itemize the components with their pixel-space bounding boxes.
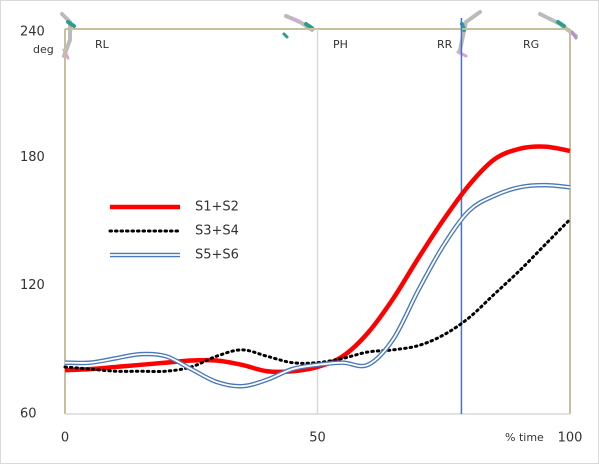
phase-label: RR <box>437 38 453 51</box>
x-axis-label: % time <box>505 431 544 444</box>
x-tick-label: 0 <box>61 431 69 446</box>
y-tick-label: 180 <box>20 150 45 165</box>
chart: deg % time 60 120 180 240 0 50 100 RL PH RR RG S1+S… <box>0 0 599 464</box>
legend-label: S5+S6 <box>195 248 239 263</box>
legend-label: S1+S2 <box>195 200 239 215</box>
phase-label: RG <box>523 38 539 51</box>
y-tick-label: 120 <box>20 278 45 293</box>
y-axis-label: deg <box>33 43 54 56</box>
x-tick-label: 50 <box>309 431 326 446</box>
y-tick-label: 60 <box>20 407 37 422</box>
phase-label: PH <box>333 38 348 51</box>
legend-label: S3+S4 <box>195 224 239 239</box>
frame <box>1 1 599 464</box>
x-tick-label: 100 <box>558 431 583 446</box>
phase-label: RL <box>95 38 110 51</box>
y-tick-label: 240 <box>20 25 45 40</box>
